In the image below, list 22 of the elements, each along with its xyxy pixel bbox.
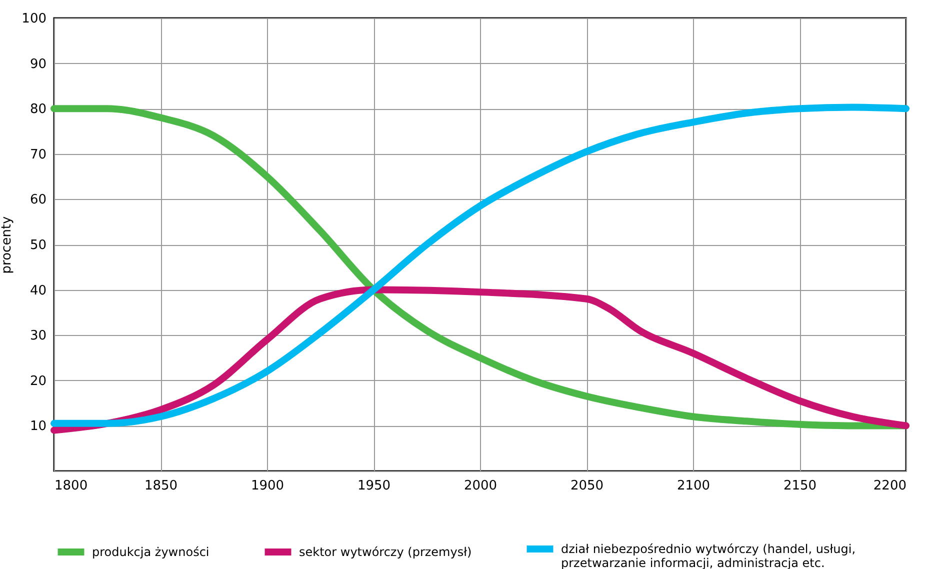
x-tick-label: 2100 bbox=[676, 478, 710, 494]
x-tick-label: 2200 bbox=[873, 478, 906, 494]
y-tick-label: 10 bbox=[30, 419, 46, 434]
y-axis-title: procenty bbox=[0, 216, 15, 274]
y-tick-label: 100 bbox=[22, 12, 46, 26]
y-tick-label: 80 bbox=[30, 102, 46, 118]
x-tick-label: 1850 bbox=[144, 478, 178, 494]
legend-label: produkcja żywności bbox=[92, 545, 210, 559]
x-tick-label: 2050 bbox=[570, 478, 604, 494]
y-tick-label: 60 bbox=[30, 192, 46, 208]
legend-label: sektor wytwórczy (przemysł) bbox=[299, 545, 472, 559]
y-tick-label: 20 bbox=[30, 374, 46, 389]
x-tick-label: 2150 bbox=[783, 478, 817, 494]
x-tick-label: 1800 bbox=[54, 478, 88, 494]
y-tick-label: 70 bbox=[30, 147, 46, 162]
y-tick-label: 40 bbox=[30, 283, 46, 298]
y-tick-label: 90 bbox=[30, 56, 46, 72]
x-tick-label: 1900 bbox=[250, 478, 284, 494]
x-tick-label: 1950 bbox=[357, 478, 391, 494]
y-tick-label: 50 bbox=[30, 238, 46, 253]
x-tick-label: 2000 bbox=[464, 478, 498, 494]
y-tick-label: 30 bbox=[30, 328, 46, 344]
